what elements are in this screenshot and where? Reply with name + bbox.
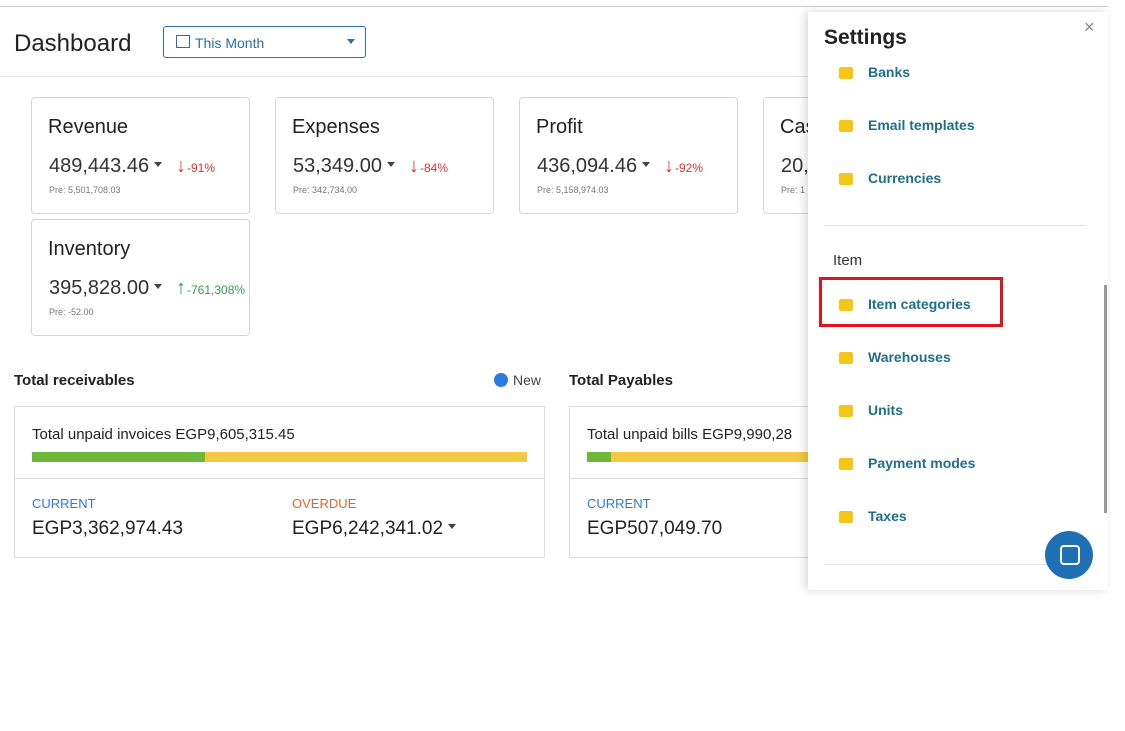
card-previous: Pre: 5,158,974.03 <box>537 185 609 195</box>
change-text: -91% <box>187 161 216 175</box>
menu-icon <box>839 67 853 79</box>
menu-item[interactable]: Currencies <box>868 170 942 186</box>
divider <box>824 225 1086 226</box>
change-text: -761,308% <box>187 283 246 297</box>
overdue-label: OVERDUE <box>292 496 357 511</box>
divider <box>570 478 830 479</box>
menu-item[interactable]: Warehouses <box>868 349 951 365</box>
card-value: 53,349.00 <box>293 155 395 178</box>
menu-item[interactable]: Payment modes <box>868 455 976 471</box>
card-title: Profit <box>536 116 583 138</box>
total-label: Total unpaid bills EGP9,990,28 <box>587 426 793 443</box>
menu-icon <box>839 120 853 132</box>
card-title: Cas <box>780 116 816 138</box>
header-line <box>0 76 808 77</box>
menu-item[interactable]: Item categories <box>868 296 971 312</box>
current-value: EGP3,362,974.43 <box>32 518 184 539</box>
total-label: Total unpaid invoices EGP9,605,315.45 <box>32 426 295 443</box>
panel-title: Settings <box>824 26 907 49</box>
menu-icon <box>839 405 853 417</box>
menu-item[interactable]: Email templates <box>868 117 975 133</box>
overdue-value: EGP6,242,341.02 <box>292 518 457 540</box>
change-text: -84% <box>420 161 449 175</box>
kpi-card: Inventory 395,828.00 Pre: -52.00 ↑-761,308% <box>31 219 250 336</box>
period-label: This Month <box>195 35 265 51</box>
card-change: ↓-91% <box>176 155 216 177</box>
kpi-card: Revenue 489,443.46 Pre: 5,501,708.03 ↓-91% <box>31 97 250 214</box>
card-title: Revenue <box>48 116 129 138</box>
payables-box: Total unpaid bills EGP9,990,28 CURRENT E… <box>569 406 831 558</box>
caret <box>347 39 355 48</box>
scrollbar <box>1104 285 1107 513</box>
top-border <box>0 6 1108 7</box>
period-select[interactable]: This Month <box>163 26 366 58</box>
bar-overdue <box>611 452 830 462</box>
change-text: -92% <box>675 161 704 175</box>
menu-icon <box>839 173 853 185</box>
menu-icon <box>839 458 853 470</box>
calendar-icon <box>176 35 190 48</box>
divider <box>15 478 544 479</box>
card-change: ↓-92% <box>664 155 704 177</box>
settings-panel <box>808 12 1108 590</box>
section-label: Item <box>833 252 863 269</box>
new-label: New <box>513 372 542 388</box>
card-previous: Pre: -52.00 <box>49 307 94 317</box>
divider <box>824 564 1086 565</box>
bar-current <box>587 452 611 462</box>
page-title: Dashboard <box>14 30 132 57</box>
menu-item[interactable]: Banks <box>868 64 911 80</box>
chat-button[interactable] <box>1045 531 1093 579</box>
new-button[interactable]: New <box>494 372 541 388</box>
menu-icon <box>839 511 853 523</box>
section-title: Total Payables <box>569 372 673 389</box>
menu-icon <box>839 299 853 311</box>
card-previous: Pre: 342,734.00 <box>293 185 358 195</box>
close-button[interactable]: × <box>1084 17 1095 37</box>
kpi-card: Profit 436,094.46 Pre: 5,158,974.03 ↓-92% <box>519 97 738 214</box>
kpi-card: Expenses 53,349.00 Pre: 342,734.00 ↓-84% <box>275 97 494 214</box>
current-value: EGP507,049.70 <box>587 518 723 539</box>
current-label: CURRENT <box>587 496 651 511</box>
card-title: Expenses <box>292 116 380 138</box>
menu-item[interactable]: Units <box>868 402 903 418</box>
menu-item[interactable]: Taxes <box>868 508 907 524</box>
card-previous: Pre: 1 <box>781 185 806 195</box>
card-value: 489,443.46 <box>49 155 162 178</box>
card-change: ↓-84% <box>409 155 449 177</box>
card-title: Inventory <box>48 238 131 260</box>
card-value: 20, <box>781 155 822 178</box>
card-value: 395,828.00 <box>49 277 162 300</box>
section-title: Total receivables <box>14 372 135 389</box>
overdue-text: EGP6,242,341.02 <box>292 518 444 539</box>
card-value: 436,094.46 <box>537 155 650 178</box>
menu-icon <box>839 352 853 364</box>
card-change: ↑-761,308% <box>176 277 246 299</box>
highlight-box <box>819 277 1003 327</box>
receivables-box: Total unpaid invoices EGP9,605,315.45 CU… <box>14 406 545 558</box>
bar-overdue <box>205 452 527 462</box>
current-label: CURRENT <box>32 496 96 511</box>
bar-current <box>32 452 205 462</box>
card-previous: Pre: 5,501,708.03 <box>49 185 121 195</box>
